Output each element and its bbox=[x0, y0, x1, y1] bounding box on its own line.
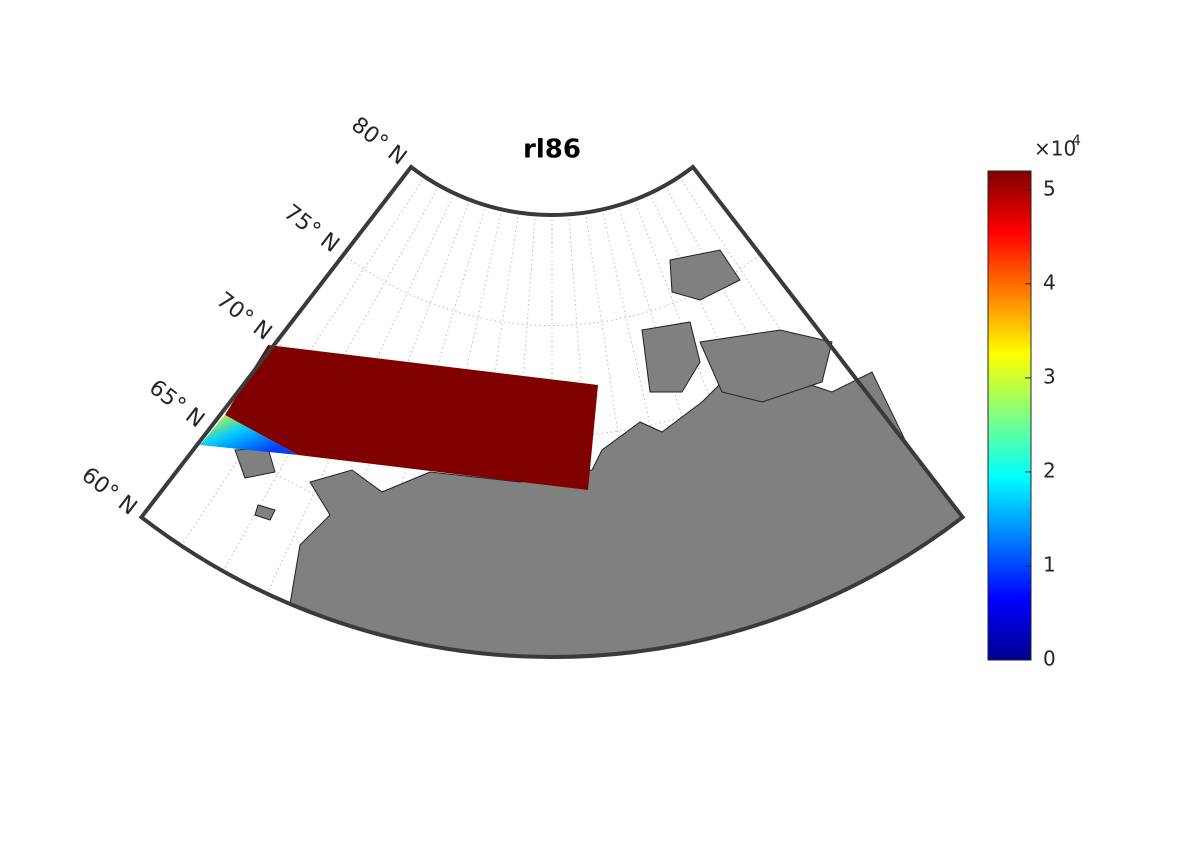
data-field bbox=[225, 345, 598, 490]
island bbox=[254, 504, 276, 521]
island bbox=[234, 447, 276, 479]
parallel-label: 80° N bbox=[346, 113, 411, 171]
data-field-low bbox=[200, 415, 298, 455]
parallel-label: 65° N bbox=[144, 375, 209, 433]
colorbar-exponent: 4 bbox=[1072, 133, 1081, 149]
meridian bbox=[601, 209, 699, 642]
colorbar-tick-label: 4 bbox=[1043, 270, 1056, 294]
colorbar bbox=[987, 170, 1032, 661]
map-frame bbox=[138, 164, 966, 659]
parallel-label: 70° N bbox=[211, 288, 276, 346]
colorbar-multiplier: ×10 bbox=[1034, 137, 1076, 161]
colorbar-tick-label: 3 bbox=[1043, 364, 1056, 388]
parallel-label: 60° N bbox=[77, 463, 142, 521]
colorbar-tick-label: 5 bbox=[1043, 176, 1056, 200]
island bbox=[699, 329, 833, 403]
map-title: rl86 bbox=[523, 135, 581, 165]
colorbar-tick-label: 2 bbox=[1043, 458, 1056, 482]
parallel-label: 75° N bbox=[279, 200, 344, 258]
meridian bbox=[585, 212, 651, 650]
colorbar-tick-label: 1 bbox=[1043, 552, 1056, 576]
colorbar-tick-label: 0 bbox=[1043, 647, 1056, 671]
island bbox=[669, 249, 741, 301]
island bbox=[641, 321, 701, 393]
land bbox=[234, 249, 964, 658]
